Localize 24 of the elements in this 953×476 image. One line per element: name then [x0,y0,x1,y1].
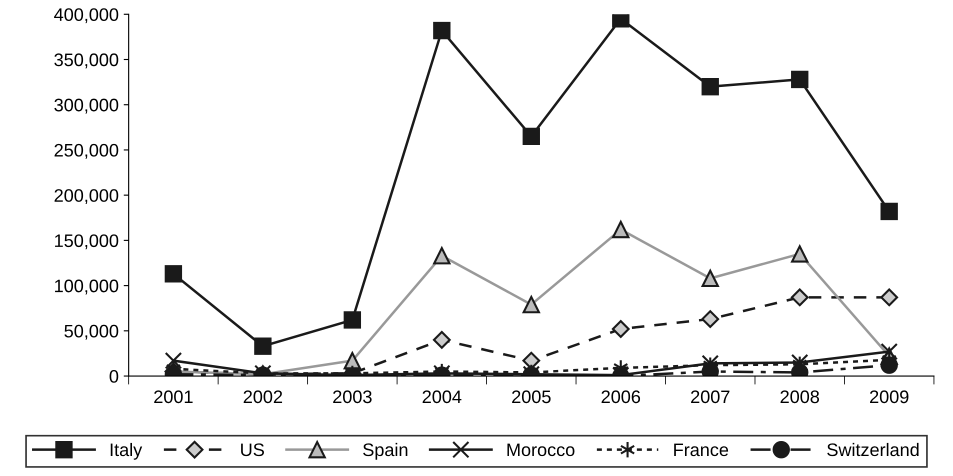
y-tick-label: 250,000 [54,144,118,159]
x-tick-label: 2007 [691,390,730,404]
x-tick-label: 2002 [244,390,282,404]
y-tick-label: 350,000 [54,53,118,68]
x-tick-label: 2003 [333,390,372,404]
y-tick-label: 100,000 [55,280,118,294]
x-tick-label: 2006 [602,390,640,404]
legend-label: France [674,444,728,456]
x-tick-label: 2008 [780,390,820,404]
legend-label: US [241,443,264,456]
legend-label: Spain [363,442,408,460]
legend-label: Italy [110,442,142,460]
y-tick-label: 0 [110,370,118,383]
y-tick-label: 150,000 [55,234,118,250]
y-tick-label: 50,000 [64,324,118,340]
x-tick-label: 2001 [154,390,193,404]
x-tick-label: 2004 [422,390,462,404]
y-tick-label: 400,000 [54,8,118,24]
legend-label: Morocco [507,444,574,456]
x-tick-label: 2009 [870,390,908,404]
y-tick-label: 200,000 [54,189,118,204]
x-tick-label: 2005 [512,390,551,404]
legend-label: Switzerland [827,442,919,456]
y-tick-label: 300,000 [54,98,118,114]
